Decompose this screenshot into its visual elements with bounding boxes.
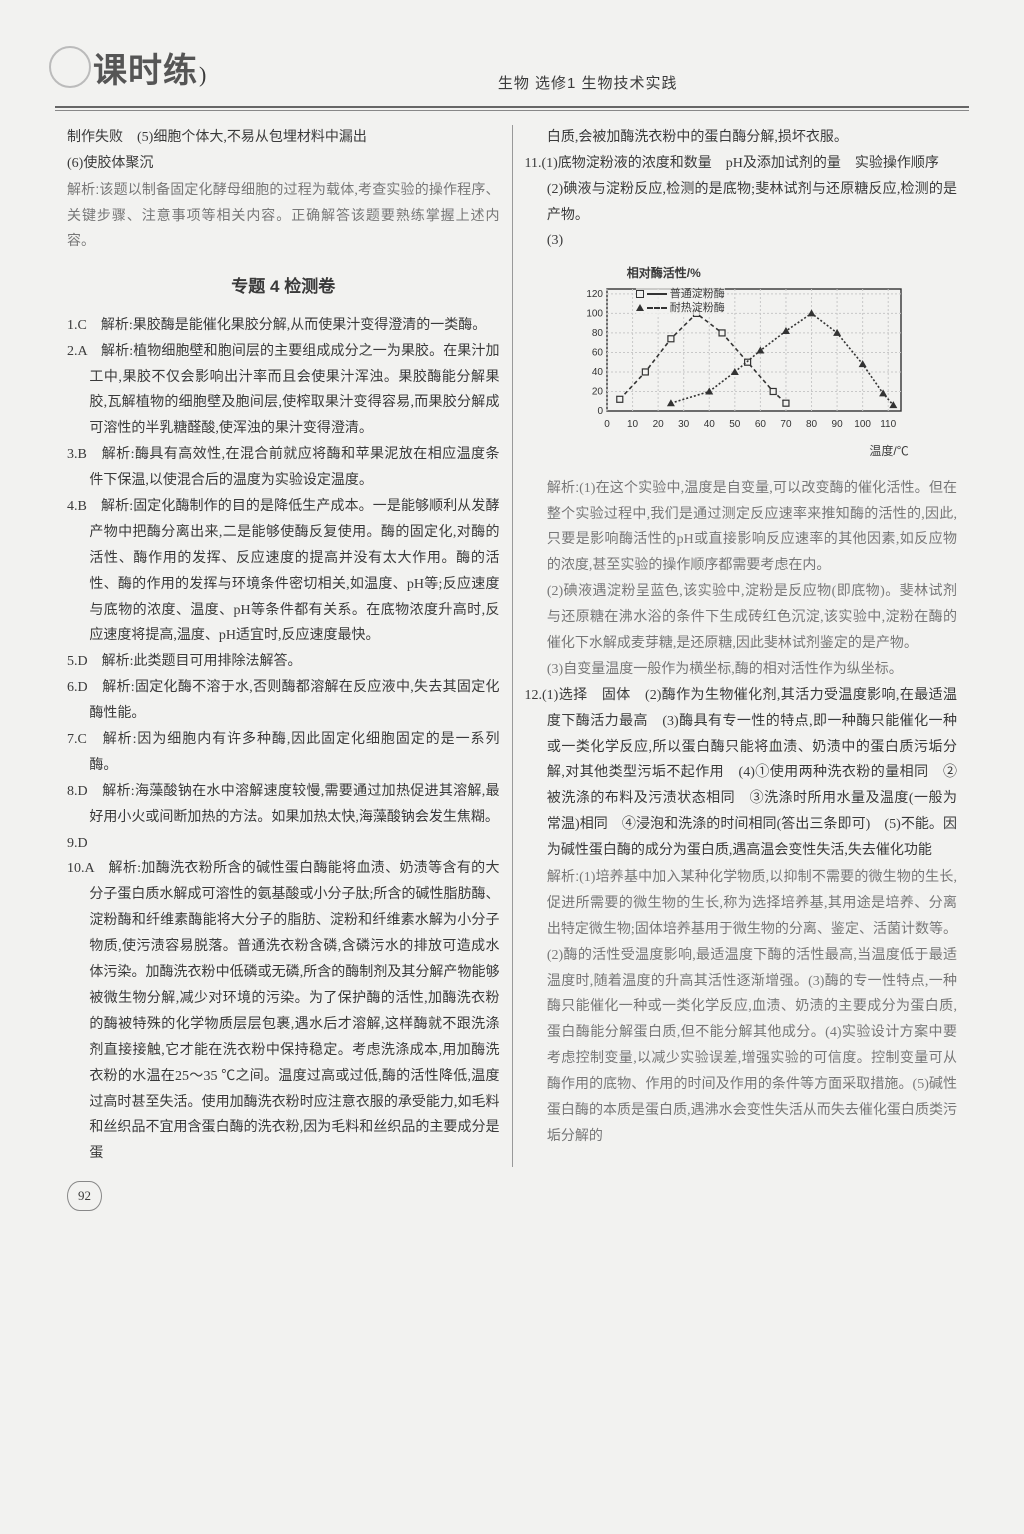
q12: 12.(1)选择 固体 (2)酶作为生物催化剂,其活力受温度影响,在最适温度下酶… [547, 683, 957, 864]
chart-svg: 0 10 20 30 40 50 60 70 80 90 100 110 20 40 60 80 100 120 0 [571, 283, 911, 433]
q11-explain: 解析:(1)在这个实验中,温度是自变量,可以改变酶的催化活性。但在整个实验过程中… [547, 475, 957, 580]
header-rule [55, 110, 969, 111]
chart-plot: 0102030405060708090100110204060801001200… [571, 283, 911, 443]
prev-tail-2: (6)使胶体聚沉 [67, 151, 500, 177]
svg-text:0: 0 [604, 419, 610, 430]
two-column-body: 制作失败 (5)细胞个体大,不易从包埋材料中漏出 (6)使胶体聚沉 解析:该题以… [55, 125, 969, 1167]
q11-2: (2)碘液与淀粉反应,检测的是底物;斐林试剂与还原糖反应,检测的是产物。 [547, 177, 957, 229]
svg-text:100: 100 [586, 308, 603, 319]
legend-item-2: 耐热淀粉酶 [636, 301, 725, 315]
explain-label: 解析: [67, 181, 99, 197]
solid-line-icon [647, 293, 667, 295]
page-header: 课 时 练 ) 生物 选修1 生物技术实践 [55, 40, 969, 108]
chart-ylabel: 相对酶活性/% [627, 262, 911, 284]
q7: 7.C 解析:因为细胞内有许多种酶,因此固定化细胞固定的是一系列酶。 [89, 727, 499, 779]
section-title: 专题 4 检测卷 [67, 271, 500, 302]
svg-text:50: 50 [729, 419, 741, 430]
svg-text:70: 70 [780, 419, 792, 430]
left-column: 制作失败 (5)细胞个体大,不易从包埋材料中漏出 (6)使胶体聚沉 解析:该题以… [55, 125, 513, 1167]
q3: 3.B 解析:酶具有高效性,在混合前就应将酶和苹果泥放在相应温度条件下保温,以使… [89, 442, 499, 494]
logo-paren: ) [199, 55, 206, 96]
enzyme-chart: 相对酶活性/% 0 10 20 30 40 50 60 70 80 90 100 110 20 40 60 8… [571, 262, 911, 462]
logo-char-1: 课 [93, 41, 128, 104]
explain-label-2: 解析: [547, 479, 579, 495]
legend-1-label: 普通淀粉酶 [670, 288, 725, 300]
svg-text:0: 0 [597, 406, 603, 417]
q5: 5.D 解析:此类题目可用排除法解答。 [89, 649, 499, 675]
q12-expl-text: (1)培养基中加入某种化学物质,以抑制不需要的微生物的生长,促进所需要的微生物的… [547, 870, 957, 1144]
q10-cont: 白质,会被加酶洗衣粉中的蛋白酶分解,损坏衣服。 [547, 125, 957, 151]
logo-char-2: 时 [128, 41, 163, 104]
right-column: 白质,会被加酶洗衣粉中的蛋白酶分解,损坏衣服。 11.(1)底物淀粉液的浓度和数… [513, 125, 970, 1167]
page-number-wrap: 92 [67, 1181, 969, 1211]
svg-text:20: 20 [592, 386, 604, 397]
q1: 1.C 解析:果胶酶是能催化果胶分解,从而使果汁变得澄清的一类酶。 [89, 313, 499, 339]
q4: 4.B 解析:固定化酶制作的目的是降低生产成本。一是能够顺利从发酵产物中把酶分离… [89, 494, 499, 649]
q11-expl3: (3)自变量温度一般作为横坐标,酶的相对活性作为纵坐标。 [547, 657, 957, 683]
svg-text:30: 30 [678, 419, 690, 430]
q2: 2.A 解析:植物细胞壁和胞间层的主要组成成分之一为果胶。在果汁加工中,果胶不仅… [89, 339, 499, 443]
svg-text:60: 60 [592, 347, 604, 358]
legend-2-label: 耐热淀粉酶 [670, 302, 725, 314]
q9: 9.D [89, 831, 499, 857]
book-title: 生物 选修1 生物技术实践 [206, 70, 969, 104]
svg-text:100: 100 [854, 419, 871, 430]
q11-3: (3) [547, 228, 957, 254]
q11-1: 11.(1)底物淀粉液的浓度和数量 pH及添加试剂的量 实验操作顺序 [547, 151, 957, 177]
q10: 10.A 解析:加酶洗衣粉所含的碱性蛋白酶能将血渍、奶渍等含有的大分子蛋白质水解… [89, 856, 499, 1167]
q12-explain: 解析:(1)培养基中加入某种化学物质,以抑制不需要的微生物的生长,促进所需要的微… [547, 864, 957, 1150]
page-number: 92 [67, 1181, 102, 1211]
chart-legend: 普通淀粉酶 耐热淀粉酶 [636, 287, 725, 316]
svg-text:20: 20 [652, 419, 664, 430]
sun-icon [49, 46, 91, 88]
svg-text:80: 80 [806, 419, 818, 430]
q11-expl2: (2)碘液遇淀粉呈蓝色,该实验中,淀粉是反应物(即底物)。斐林试剂与还原糖在沸水… [547, 579, 957, 657]
prev-explain: 解析:该题以制备固定化酵母细胞的过程为载体,考查实验的操作程序、关键步骤、注意事… [67, 177, 500, 256]
prev-tail-1: 制作失败 (5)细胞个体大,不易从包埋材料中漏出 [67, 125, 500, 151]
page: 课 时 练 ) 生物 选修1 生物技术实践 制作失败 (5)细胞个体大,不易从包… [0, 0, 1024, 1534]
svg-text:80: 80 [592, 327, 604, 338]
triangle-marker-icon [636, 304, 644, 311]
explain-label-3: 解析: [547, 868, 579, 884]
svg-text:10: 10 [627, 419, 639, 430]
q8: 8.D 解析:海藻酸钠在水中溶解速度较慢,需要通过加热促进其溶解,最好用小火或间… [89, 779, 499, 831]
svg-text:40: 40 [703, 419, 715, 430]
brand-logo: 课 时 练 ) [55, 40, 206, 104]
q6: 6.D 解析:固定化酶不溶于水,否则酶都溶解在反应液中,失去其固定化酶性能。 [89, 675, 499, 727]
dash-line-icon [647, 307, 667, 309]
legend-item-1: 普通淀粉酶 [636, 287, 725, 301]
square-marker-icon [636, 290, 644, 298]
chart-xlabel: 温度/℃ [571, 440, 909, 462]
svg-text:120: 120 [586, 288, 603, 299]
prev-explain-text: 该题以制备固定化酵母细胞的过程为载体,考查实验的操作程序、关键步骤、注意事项等相… [67, 183, 500, 250]
svg-text:110: 110 [880, 419, 896, 430]
svg-text:90: 90 [831, 419, 843, 430]
logo-char-3: 练 [163, 41, 197, 104]
q11-expl1: (1)在这个实验中,温度是自变量,可以改变酶的催化活性。但在整个实验过程中,我们… [547, 481, 957, 574]
svg-text:60: 60 [755, 419, 767, 430]
svg-text:40: 40 [592, 366, 604, 377]
